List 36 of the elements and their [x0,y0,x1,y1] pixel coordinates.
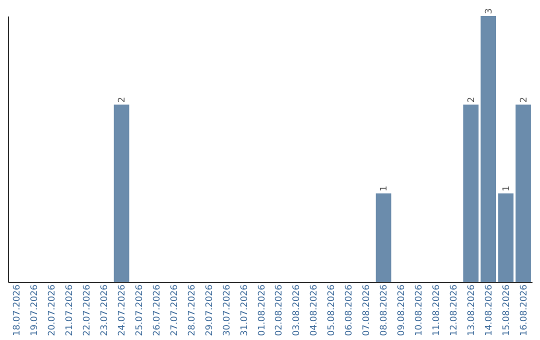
x-tick-label: 29.07.2026 [204,284,215,336]
x-tick-label: 10.08.2026 [414,284,424,336]
x-tick-label: 01.08.2026 [257,284,268,336]
x-tick-label: 25.07.2026 [135,284,145,336]
data-label: 1 [380,186,390,192]
x-tick-label: 14.08.2026 [484,284,494,336]
x-tick-label: 20.07.2026 [48,284,58,336]
x-tick-label: 22.07.2026 [82,284,93,336]
x-tick-label: 31.07.2026 [240,284,250,336]
x-tick-label: 27.07.2026 [170,284,180,336]
x-tick-label: 08.08.2026 [380,284,390,336]
data-label: 2 [118,96,128,103]
x-tick-label: 24.07.2026 [118,284,128,336]
x-tick-label: 23.07.2026 [100,284,110,336]
x-tick-label: 07.08.2026 [362,284,372,336]
x-tick-label: 13.08.2026 [466,284,477,336]
x-tick-label: 30.07.2026 [222,284,232,336]
x-tick-label: 26.07.2026 [152,284,162,336]
x-tick-label: 06.08.2026 [344,284,355,336]
x-tick-label: 19.07.2026 [30,284,40,336]
x-tick-label: 05.08.2026 [327,284,338,336]
data-label: 3 [484,8,494,14]
x-tick-label: 02.08.2026 [274,284,285,336]
x-tick-label: 28.07.2026 [187,284,198,336]
x-tick-label: 16.08.2026 [519,284,530,336]
x-tick-label: 15.08.2026 [502,284,512,336]
x-tick-label: 12.08.2026 [449,284,460,336]
x-tick-label: 04.08.2026 [310,284,320,336]
x-tick-label: 09.08.2026 [397,284,407,336]
data-label: 2 [466,96,477,103]
data-label: 2 [519,96,530,103]
x-tick-label: 11.08.2026 [432,284,442,336]
x-tick-label: 18.07.2026 [12,284,23,336]
x-tick-label: 21.07.2026 [65,284,76,336]
data-label: 1 [502,186,512,192]
x-tick-label: 03.08.2026 [292,284,302,336]
